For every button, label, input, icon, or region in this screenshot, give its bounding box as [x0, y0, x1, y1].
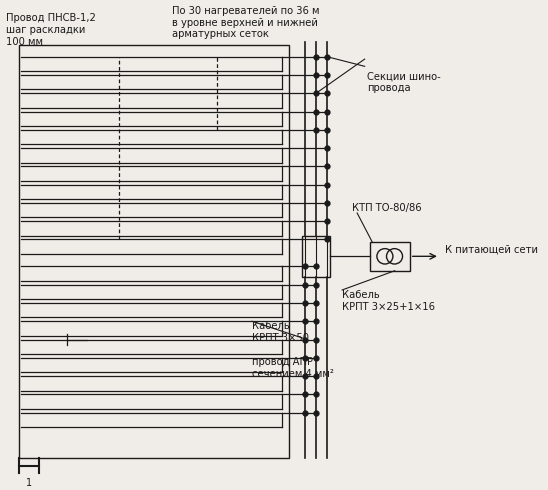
Text: К питающей сети: К питающей сети	[445, 244, 538, 254]
Text: провод АПР
сечением 4 мм²: провод АПР сечением 4 мм²	[252, 357, 334, 379]
Text: Кабель
КРПТ 3×50: Кабель КРПТ 3×50	[252, 321, 309, 343]
Text: Кабель
КРПТ 3×25+1×16: Кабель КРПТ 3×25+1×16	[342, 290, 435, 312]
Text: Секции шино-
провода: Секции шино- провода	[367, 71, 441, 93]
Bar	[19, 45, 289, 458]
Bar	[302, 236, 329, 276]
Text: 1: 1	[26, 478, 32, 488]
Text: КТП ТО-80/86: КТП ТО-80/86	[352, 203, 422, 213]
Bar	[370, 242, 410, 271]
Text: Провод ПНСВ-1,2
шаг раскладки
100 мм: Провод ПНСВ-1,2 шаг раскладки 100 мм	[7, 13, 96, 47]
Text: По 30 нагревателей по 36 м
в уровне верхней и нижней
арматурных сеток: По 30 нагревателей по 36 м в уровне верх…	[172, 6, 319, 39]
